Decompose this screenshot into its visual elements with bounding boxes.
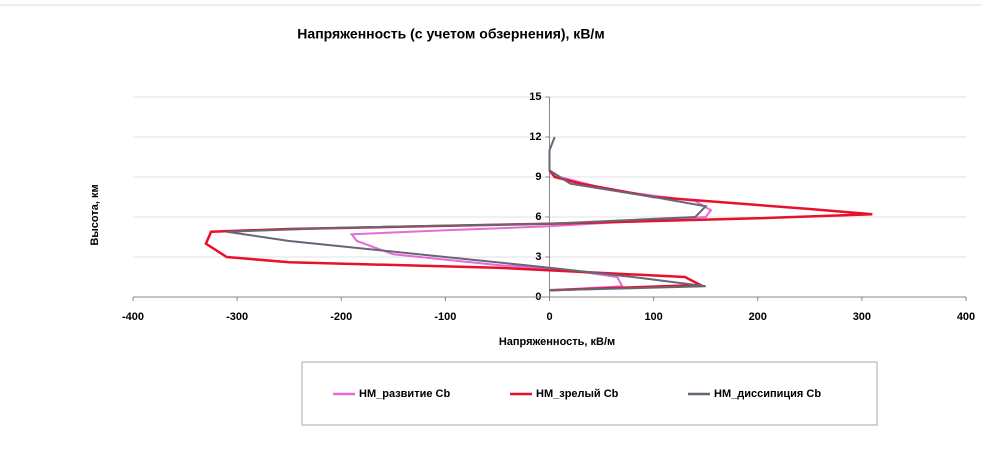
x-tick-label: 200 (749, 311, 767, 323)
x-tick-label: -200 (330, 311, 352, 323)
x-tick-label: 100 (644, 311, 662, 323)
legend-label: НМ_диссипиция Cb (714, 388, 821, 400)
x-tick-label: -100 (434, 311, 456, 323)
y-tick-label: 6 (535, 211, 541, 223)
y-tick-label: 3 (535, 251, 541, 263)
legend-label: НМ_зрелый Cb (536, 388, 619, 400)
x-tick-label: -300 (226, 311, 248, 323)
x-tick-label: -400 (122, 311, 144, 323)
y-axis-label: Высота, км (89, 184, 101, 245)
chart-title: Напряженность (с учетом обзернения), кВ/… (297, 26, 604, 42)
legend-label: НМ_развитие Cb (359, 388, 450, 400)
series-line (204, 169, 873, 292)
series-line (349, 169, 713, 292)
y-tick-label: 12 (529, 131, 541, 143)
series-line (226, 136, 708, 292)
x-tick-label: 400 (957, 311, 975, 323)
x-axis-label: Напряженность, кВ/м (499, 336, 615, 348)
y-tick-label: 9 (535, 171, 541, 183)
legend (301, 361, 878, 426)
x-tick-label: 0 (546, 311, 552, 323)
x-tick-label: 300 (853, 311, 871, 323)
y-tick-label: 15 (529, 91, 541, 103)
